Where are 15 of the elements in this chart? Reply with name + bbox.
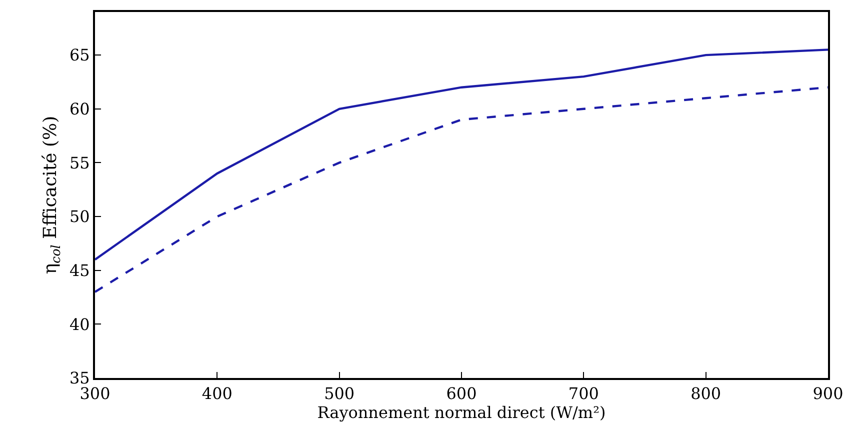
x-tick-label: 900 (812, 384, 844, 404)
x-tick-label: 400 (202, 384, 232, 404)
y-tick-label: 65 (69, 46, 90, 65)
x-tick-label: 600 (446, 384, 477, 404)
y-tick-label: 60 (69, 99, 90, 118)
y-tick-label: 40 (69, 314, 90, 334)
x-tick-label: 500 (324, 384, 355, 404)
line-series (95, 48, 828, 261)
x-tick-label: 800 (690, 384, 722, 404)
y-tick-label: 50 (69, 207, 90, 226)
x-axis-title: Rayonnement normal direct (W/m²) (317, 403, 606, 422)
line-series (95, 86, 828, 293)
x-tick-label: 700 (568, 384, 599, 404)
y-tick-label: 45 (69, 260, 90, 280)
y-tick-label: 55 (69, 153, 90, 172)
